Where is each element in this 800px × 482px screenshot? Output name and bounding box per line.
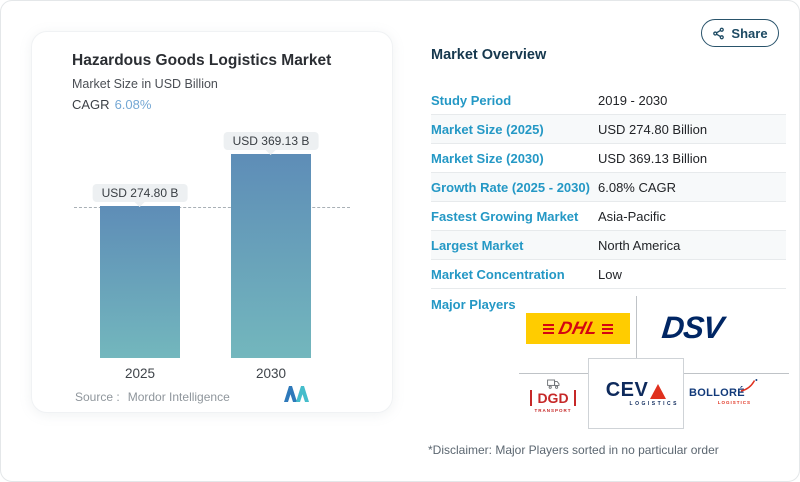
market-overview-heading: Market Overview bbox=[431, 47, 547, 63]
disclaimer-text: *Disclaimer: Major Players sorted in no … bbox=[428, 443, 719, 457]
bar-2030 bbox=[231, 154, 311, 358]
bollore-subtext: LOGISTICS bbox=[717, 400, 751, 405]
source-label: Source : bbox=[75, 390, 120, 404]
market-overview-table: Study Period 2019 - 2030 Market Size (20… bbox=[431, 86, 786, 289]
row-label: Market Concentration bbox=[431, 266, 565, 282]
row-label: Growth Rate (2025 - 2030) bbox=[431, 179, 590, 195]
players-vertical-connector bbox=[636, 296, 637, 358]
cagr-label: CAGR bbox=[72, 97, 110, 112]
dhl-left-dashes bbox=[542, 323, 554, 334]
row-label: Fastest Growing Market bbox=[431, 208, 579, 224]
ceva-wordmark: CEV bbox=[605, 378, 649, 401]
row-value: USD 369.13 Billion bbox=[598, 150, 708, 166]
bollore-logistics-logo: BOLLORÉ LOGISTICS bbox=[689, 379, 758, 413]
share-button[interactable]: Share bbox=[701, 19, 779, 47]
table-row-market-size-2025: Market Size (2025) USD 274.80 Billion bbox=[431, 115, 786, 144]
ceva-logo: CEV LOGISTICS bbox=[588, 358, 684, 429]
dsv-wordmark: DSV bbox=[659, 310, 725, 345]
row-label: Market Size (2025) bbox=[431, 121, 544, 137]
table-row-market-size-2030: Market Size (2030) USD 369.13 Billion bbox=[431, 144, 786, 173]
dgd-subtext: TRANSPORT bbox=[534, 408, 572, 413]
cagr-line: CAGR 6.08% bbox=[72, 97, 151, 112]
ceva-triangle-icon bbox=[650, 383, 667, 399]
ceva-wordmark-row: CEV bbox=[605, 378, 667, 401]
chart-subtitle: Market Size in USD Billion bbox=[72, 77, 218, 91]
share-label: Share bbox=[731, 25, 768, 41]
dgd-transport-logo: DGD TRANSPORT bbox=[528, 379, 578, 423]
row-value: 2019 - 2030 bbox=[598, 92, 668, 108]
row-label: Market Size (2030) bbox=[431, 150, 544, 166]
ceva-subtext: LOGISTICS bbox=[629, 400, 679, 407]
table-row-study-period: Study Period 2019 - 2030 bbox=[431, 86, 786, 115]
row-label: Study Period bbox=[431, 92, 512, 108]
bar-value-label-2030: USD 369.13 B bbox=[223, 132, 319, 150]
table-row-fastest-growing-market: Fastest Growing Market Asia-Pacific bbox=[431, 202, 786, 231]
share-icon bbox=[712, 27, 725, 40]
x-axis-label-2030: 2030 bbox=[255, 366, 287, 381]
mordor-intelligence-logo-icon bbox=[284, 386, 310, 407]
cagr-value: 6.08% bbox=[114, 97, 152, 112]
table-row-growth-rate: Growth Rate (2025 - 2030) 6.08% CAGR bbox=[431, 173, 786, 202]
chart-card: Hazardous Goods Logistics Market Market … bbox=[31, 31, 393, 413]
dhl-wordmark: DHL bbox=[556, 318, 600, 338]
dgd-truck-icon bbox=[546, 379, 560, 389]
major-players-heading: Major Players bbox=[431, 297, 516, 312]
source-line: Source : Mordor Intelligence bbox=[75, 390, 230, 404]
dhl-logo: DHL bbox=[526, 313, 630, 344]
x-axis-label-2025: 2025 bbox=[124, 366, 156, 381]
dhl-right-dashes bbox=[602, 323, 614, 334]
row-label: Largest Market bbox=[431, 237, 524, 253]
bollore-wordmark: BOLLORÉ bbox=[689, 387, 745, 399]
chart-title: Hazardous Goods Logistics Market bbox=[72, 52, 332, 69]
bar-2025 bbox=[100, 206, 180, 358]
bollore-swoosh-icon bbox=[739, 378, 759, 398]
table-row-market-concentration: Market Concentration Low bbox=[431, 260, 786, 289]
row-value: Low bbox=[598, 266, 622, 282]
row-value: USD 274.80 Billion bbox=[598, 121, 708, 137]
dgd-wordmark: DGD bbox=[530, 390, 576, 406]
table-row-largest-market: Largest Market North America bbox=[431, 231, 786, 260]
row-value: Asia-Pacific bbox=[598, 208, 666, 224]
source-value: Mordor Intelligence bbox=[127, 390, 230, 404]
bar-value-label-2025: USD 274.80 B bbox=[92, 184, 188, 202]
row-value: 6.08% CAGR bbox=[598, 179, 677, 195]
row-value: North America bbox=[598, 237, 681, 253]
dsv-logo: DSV bbox=[642, 307, 742, 349]
reference-dashed-line bbox=[74, 207, 350, 208]
